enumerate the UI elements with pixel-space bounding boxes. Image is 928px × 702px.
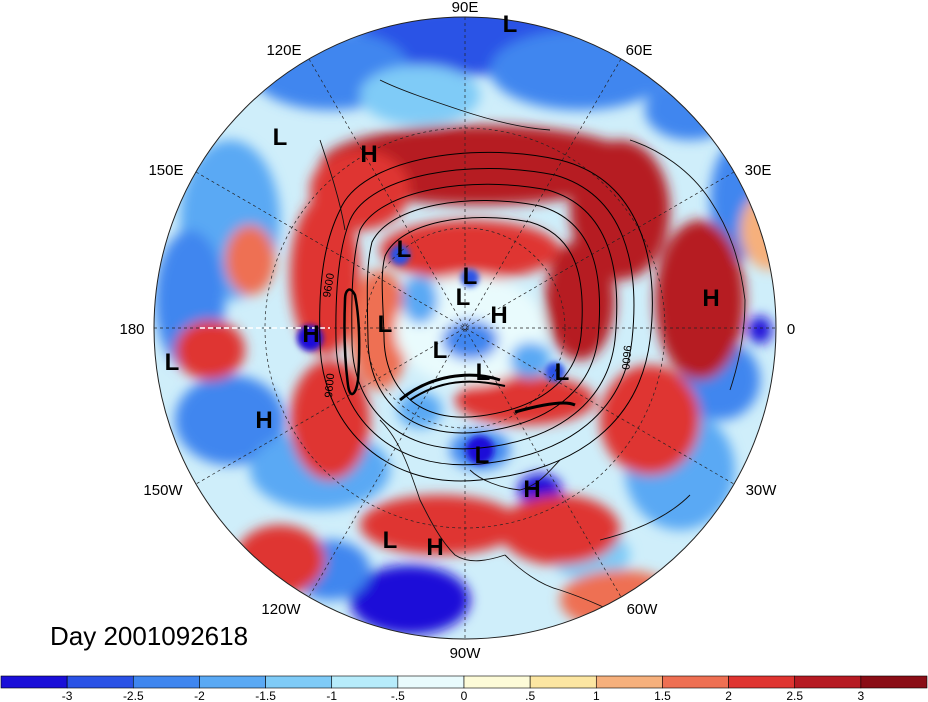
lon-label: 120W [261, 601, 301, 618]
colorbar-tick-label: -3 [62, 689, 73, 702]
colorbar-swatch [860, 675, 928, 689]
low-pressure-marker: L [383, 527, 398, 554]
colorbar-swatch [794, 675, 862, 689]
lon-label: 90W [450, 645, 482, 662]
lon-label: 150E [148, 162, 183, 179]
colorbar-swatch [66, 675, 134, 689]
lon-label: 180 [119, 321, 144, 338]
map-boundary [153, 16, 777, 640]
colorbar-tick-label: 1 [593, 689, 600, 702]
colorbar-tick-label: 1.5 [654, 689, 671, 702]
high-pressure-marker: H [523, 476, 540, 503]
high-pressure-marker: H [255, 407, 272, 434]
colorbar-swatch [132, 675, 200, 689]
colorbar: -3 -2.5 -2 -1.5 -1 -.5 0 .5 1 1.5 2 2.5 3 [0, 675, 928, 702]
lon-label: 60W [627, 601, 659, 618]
lon-label: 30W [746, 482, 778, 499]
low-pressure-marker: L [433, 337, 448, 364]
colorbar-tick-label: .5 [525, 689, 535, 702]
colorbar-swatch [199, 675, 266, 689]
longitude-labels: 90E 60E 30E 0 30W 60W 90W 120W 150W 180 … [119, 0, 795, 662]
colorbar-swatch [662, 675, 729, 689]
colorbar-tick-label: 2.5 [786, 689, 803, 702]
colorbar-tick-label: 3 [858, 689, 865, 702]
height-contours [319, 151, 653, 482]
pressure-centers: L L H L L H H L L L L L L H H L H L H [165, 11, 720, 561]
lon-label: 60E [626, 42, 653, 59]
anomaly-field [154, 17, 776, 639]
high-pressure-marker: H [360, 141, 377, 168]
contour-labels: 9600 9600 9600 [321, 272, 633, 398]
low-pressure-marker: L [456, 284, 471, 311]
low-pressure-marker: L [397, 236, 412, 263]
low-pressure-marker: L [463, 263, 478, 290]
colorbar-tick-label: -1 [326, 689, 337, 702]
colorbar-swatch [0, 675, 68, 689]
high-pressure-marker: H [302, 321, 319, 348]
colorbar-tick-label: 2 [725, 689, 732, 702]
colorbar-swatch [397, 675, 465, 689]
low-pressure-marker: L [555, 359, 570, 386]
high-pressure-marker: H [426, 534, 443, 561]
colorbar-tick-label: -2.5 [123, 689, 144, 702]
colorbar-tick-label: -.5 [391, 689, 405, 702]
lon-label: 150W [143, 482, 183, 499]
coastlines [319, 79, 746, 621]
contour-label: 9600 [323, 373, 337, 398]
colorbar-tick-label: 0 [461, 689, 468, 702]
low-pressure-marker: L [476, 359, 491, 386]
low-pressure-marker: L [165, 349, 180, 376]
low-pressure-marker: L [273, 124, 288, 151]
colorbar-tick-label: -2 [194, 689, 205, 702]
colorbar-swatch [529, 675, 597, 689]
contour-label: 9600 [619, 345, 633, 370]
colorbar-swatch [595, 675, 663, 689]
low-pressure-marker: L [378, 311, 393, 338]
date-label: Day 2001092618 [50, 621, 248, 651]
colorbar-swatch [331, 675, 399, 689]
lon-label: 0 [787, 321, 795, 338]
lon-label: 90E [452, 0, 479, 16]
colorbar-swatch [728, 675, 796, 689]
low-pressure-marker: L [475, 442, 490, 469]
high-pressure-marker: H [702, 285, 719, 312]
lon-label: 120E [266, 42, 301, 59]
contour-label: 9600 [321, 272, 337, 298]
colorbar-tick-label: -1.5 [255, 689, 276, 702]
colorbar-swatch [463, 675, 531, 689]
low-pressure-marker: L [503, 11, 518, 38]
high-pressure-marker: H [490, 302, 507, 329]
colorbar-swatch [265, 675, 333, 689]
lon-label: 30E [745, 162, 772, 179]
